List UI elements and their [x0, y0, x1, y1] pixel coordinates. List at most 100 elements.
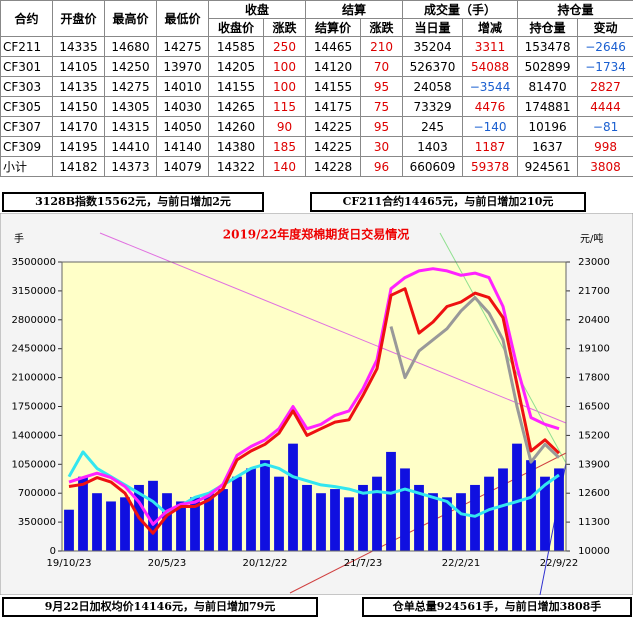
cell: 1403 — [402, 136, 464, 157]
cell: 14260 — [208, 116, 264, 137]
cell: CF307 — [0, 116, 53, 137]
cell: 1637 — [517, 136, 579, 157]
cell: 81470 — [517, 76, 579, 97]
cell: −140 — [462, 116, 519, 137]
cell: 14010 — [156, 76, 209, 97]
bar — [204, 493, 214, 551]
y-tick-label: 700000 — [18, 488, 56, 499]
bar — [176, 501, 186, 551]
bar — [64, 509, 74, 551]
cell: 14680 — [104, 36, 157, 57]
bar — [316, 493, 326, 551]
cell: −3544 — [462, 76, 519, 97]
bar — [92, 493, 102, 551]
bar — [484, 476, 494, 551]
bar — [120, 497, 130, 551]
info-box: 9月22日加权均价14146元，与前日增加79元 — [2, 597, 318, 617]
cell: 4476 — [462, 96, 519, 117]
header-cell: 涨跌 — [262, 18, 307, 37]
cell: 小计 — [0, 156, 53, 177]
bar — [414, 484, 424, 551]
cell: 185 — [262, 136, 307, 157]
data-row: CF307 14170 14315 14050 14260 90 14225 95 245 −14… — [0, 116, 633, 137]
header-cell: 结算价 — [305, 18, 362, 37]
cell: 14205 — [208, 56, 264, 77]
bar — [456, 493, 466, 551]
cell: 14182 — [52, 156, 105, 177]
data-row: CF211 14335 14680 14275 14585 250 14465 210 3520… — [0, 36, 633, 57]
header-cell: 变动 — [577, 18, 633, 37]
cell: 14150 — [52, 96, 105, 117]
cell: 14120 — [305, 56, 362, 77]
data-row: 小计 14182 14373 14079 14322 140 14228 96 660609 59… — [0, 156, 633, 177]
cell: 14170 — [52, 116, 105, 137]
cell: 14373 — [104, 156, 157, 177]
cell: 1187 — [462, 136, 519, 157]
cell: 14155 — [208, 76, 264, 97]
y2-tick-label: 15200 — [578, 430, 610, 441]
y-tick-label: 2450000 — [11, 344, 56, 355]
cell: 14275 — [156, 36, 209, 57]
header-cell: 涨跌 — [360, 18, 404, 37]
cell: 174881 — [517, 96, 579, 117]
cell: 924561 — [517, 156, 579, 177]
line — [389, 296, 561, 464]
cell: 998 — [577, 136, 633, 157]
info-box: 仓单总量924561手，与前日增加3808手 — [362, 597, 632, 617]
y-tick-label: 3500000 — [11, 257, 56, 268]
cell: 14175 — [305, 96, 362, 117]
header-cell: 合约 — [0, 0, 53, 37]
cell: 140 — [262, 156, 307, 177]
cell: 70 — [360, 56, 404, 77]
x-tick-label: 22/9/22 — [540, 558, 579, 569]
cell: 14195 — [52, 136, 105, 157]
y-tick-label: 2800000 — [11, 315, 56, 326]
cell: 90 — [262, 116, 307, 137]
cell: 14155 — [305, 76, 362, 97]
chart-title: 2019/22年度郑棉期货日交易情况 — [223, 227, 409, 242]
bar — [526, 460, 536, 551]
bar — [442, 497, 452, 551]
bar — [330, 489, 340, 551]
plot-border — [61, 261, 567, 552]
cell: 35204 — [402, 36, 464, 57]
y-tick-label: 2100000 — [11, 373, 56, 384]
header-row: 收盘价 涨跌 结算价 涨跌 当日量 增减 持仓量 变动 — [1, 18, 633, 37]
cell: 14079 — [156, 156, 209, 177]
header-cell: 收盘价 — [208, 18, 264, 37]
bar — [78, 476, 88, 551]
cell: 660609 — [402, 156, 464, 177]
cell: 10196 — [517, 116, 579, 137]
bar — [358, 484, 368, 551]
cell: 14228 — [305, 156, 362, 177]
cell: −2646 — [577, 36, 633, 57]
bar — [288, 443, 298, 551]
cell: 14335 — [52, 36, 105, 57]
header-row: 合约 开盘价 最高价 最低价 收盘 结算 成交量（手） 持仓量 — [0, 0, 633, 37]
cell: CF211 — [0, 36, 53, 57]
header-cell: 持仓量 — [517, 18, 579, 37]
cell: 96 — [360, 156, 404, 177]
header-cell: 持仓量 — [517, 0, 633, 19]
header-cell: 收盘 — [207, 0, 307, 19]
cell: 24058 — [402, 76, 464, 97]
cell: 14315 — [104, 116, 157, 137]
data-row: CF301 14105 14250 13970 14205 100 14120 70 52637… — [0, 56, 633, 77]
y2-tick-label: 23000 — [578, 257, 610, 268]
cell: CF305 — [0, 96, 53, 117]
y2-axis-label: 元/吨 — [580, 232, 603, 245]
header-cell: 成交量（手） — [402, 0, 519, 19]
bar — [554, 468, 564, 551]
y2-tick-label: 19100 — [578, 344, 610, 355]
bar — [162, 493, 172, 551]
bar — [260, 460, 270, 551]
y-tick-label: 1750000 — [11, 402, 56, 413]
x-tick-label: 22/2/21 — [442, 558, 481, 569]
cell: 14030 — [156, 96, 209, 117]
y-tick-label: 3150000 — [11, 286, 56, 297]
cell: 210 — [360, 36, 404, 57]
bar — [372, 476, 382, 551]
y2-tick-label: 21700 — [578, 286, 610, 297]
cell: 100 — [262, 76, 307, 97]
